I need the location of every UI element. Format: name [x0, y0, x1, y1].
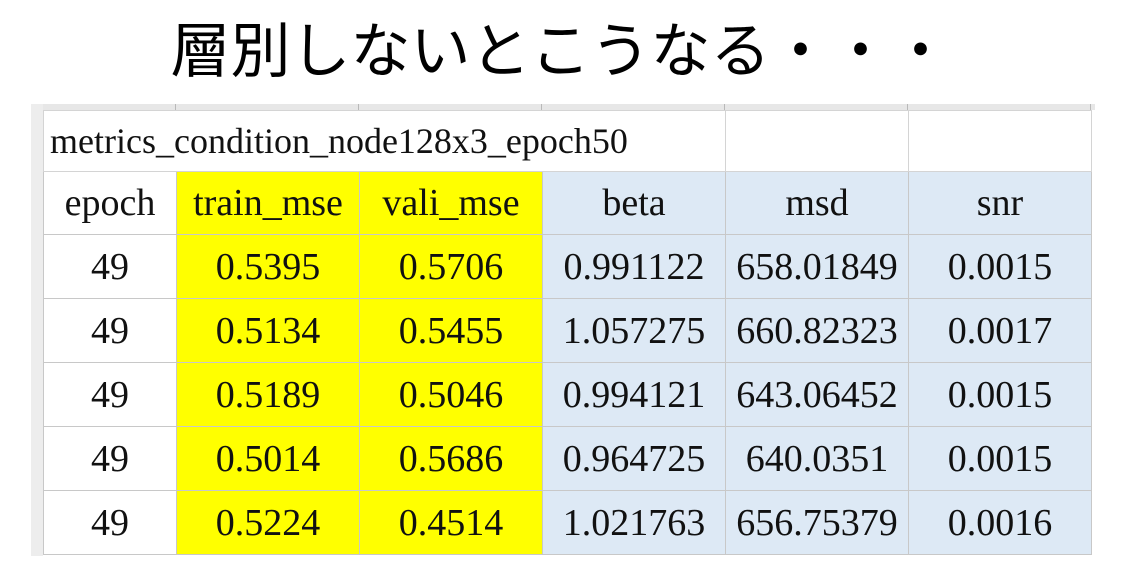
table-cell[interactable]: 0.964725 [542, 426, 726, 491]
table-cell[interactable]: 0.5706 [359, 234, 543, 299]
table-cell[interactable]: 658.01849 [725, 234, 909, 299]
empty-cell[interactable] [908, 110, 1092, 172]
table-cell[interactable]: 656.75379 [725, 490, 909, 555]
table-cell[interactable]: 0.0017 [908, 298, 1092, 363]
row-header-strip [31, 104, 43, 556]
table-cell[interactable]: 0.5224 [176, 490, 360, 555]
header-cell-snr[interactable]: snr [908, 171, 1092, 235]
header-cell-msd[interactable]: msd [725, 171, 909, 235]
table-cell[interactable]: 0.5455 [359, 298, 543, 363]
metrics-table: metrics_condition_node128x3_epoch50 epoc… [43, 110, 1092, 555]
spreadsheet: metrics_condition_node128x3_epoch50 epoc… [31, 104, 1095, 556]
table-cell[interactable]: 0.5134 [176, 298, 360, 363]
table-cell[interactable]: 49 [43, 234, 177, 299]
table-cell[interactable]: 660.82323 [725, 298, 909, 363]
table-cell[interactable]: 0.0015 [908, 234, 1092, 299]
table-row: 49 0.5134 0.5455 1.057275 660.82323 0.00… [43, 298, 1092, 363]
table-cell[interactable]: 1.057275 [542, 298, 726, 363]
table-cell[interactable]: 0.5395 [176, 234, 360, 299]
header-cell-beta[interactable]: beta [542, 171, 726, 235]
table-cell[interactable]: 0.5014 [176, 426, 360, 491]
column-divider [358, 104, 359, 110]
table-cell[interactable]: 0.0015 [908, 362, 1092, 427]
table-cell[interactable]: 49 [43, 490, 177, 555]
slide-title: 層別しないとこうなる・・・ [170, 17, 951, 87]
table-cell[interactable]: 1.021763 [542, 490, 726, 555]
table-cell[interactable]: 0.5046 [359, 362, 543, 427]
table-cell[interactable]: 0.5686 [359, 426, 543, 491]
table-cell[interactable]: 0.994121 [542, 362, 726, 427]
empty-cell[interactable] [725, 110, 909, 172]
table-cell[interactable]: 0.0016 [908, 490, 1092, 555]
header-cell-vali-mse[interactable]: vali_mse [359, 171, 543, 235]
table-cell[interactable]: 0.991122 [542, 234, 726, 299]
table-row: 49 0.5224 0.4514 1.021763 656.75379 0.00… [43, 490, 1092, 555]
table-cell[interactable]: 0.5189 [176, 362, 360, 427]
column-divider [541, 104, 542, 110]
table-cell[interactable]: 49 [43, 426, 177, 491]
table-caption-cell[interactable]: metrics_condition_node128x3_epoch50 [43, 110, 726, 172]
header-cell-epoch[interactable]: epoch [43, 171, 177, 235]
table-cell[interactable]: 49 [43, 298, 177, 363]
table-cell[interactable]: 643.06452 [725, 362, 909, 427]
column-header-strip [31, 104, 1095, 110]
column-divider [175, 104, 176, 110]
table-row: 49 0.5395 0.5706 0.991122 658.01849 0.00… [43, 234, 1092, 299]
table-cell[interactable]: 640.0351 [725, 426, 909, 491]
column-divider [724, 104, 725, 110]
header-row: epoch train_mse vali_mse beta msd snr [43, 171, 1092, 235]
table-row: 49 0.5014 0.5686 0.964725 640.0351 0.001… [43, 426, 1092, 491]
column-divider [907, 104, 908, 110]
column-divider [1090, 104, 1091, 110]
table-cell[interactable]: 49 [43, 362, 177, 427]
table-cell[interactable]: 0.0015 [908, 426, 1092, 491]
caption-row: metrics_condition_node128x3_epoch50 [43, 110, 1092, 172]
header-cell-train-mse[interactable]: train_mse [176, 171, 360, 235]
table-cell[interactable]: 0.4514 [359, 490, 543, 555]
table-row: 49 0.5189 0.5046 0.994121 643.06452 0.00… [43, 362, 1092, 427]
